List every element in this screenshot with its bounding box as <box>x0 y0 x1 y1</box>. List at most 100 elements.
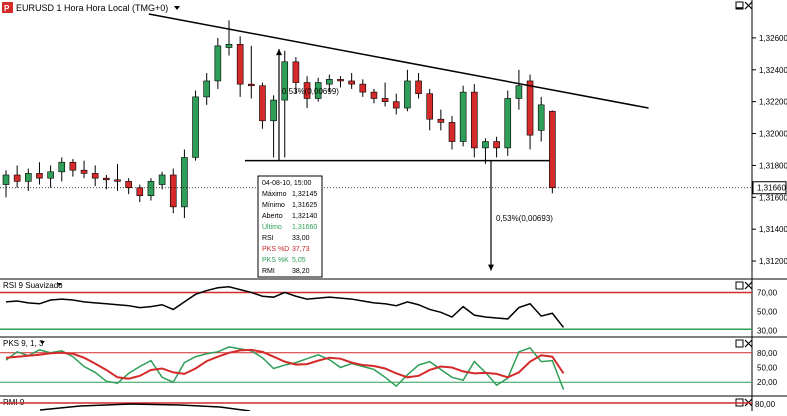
price-tick-label: 1,31800 <box>759 161 787 170</box>
bear-candle[interactable] <box>359 83 367 93</box>
rsi-chevron-down-icon[interactable] <box>57 283 62 286</box>
pks-minimize-icon[interactable] <box>735 339 744 348</box>
bear-candle[interactable] <box>236 43 244 85</box>
bull-candle[interactable] <box>515 85 523 99</box>
bull-candle[interactable] <box>203 80 210 98</box>
bull-candle[interactable] <box>270 99 277 122</box>
bear-candle[interactable] <box>392 101 400 109</box>
pks-tick-label: 50,00 <box>757 364 778 373</box>
bear-candle[interactable] <box>370 91 378 99</box>
chevron-down-icon[interactable] <box>174 6 180 10</box>
bear-candle[interactable] <box>248 83 255 87</box>
bear-candle[interactable] <box>259 85 266 122</box>
bull-candle[interactable] <box>214 45 222 82</box>
bear-candle[interactable] <box>303 82 311 99</box>
bull-candle[interactable] <box>482 141 489 149</box>
bear-candle[interactable] <box>381 98 389 102</box>
candlestick-series[interactable] <box>2 20 556 219</box>
tooltip-row-label: PKS %D <box>262 246 289 253</box>
pks-panel[interactable]: PKS 9, 1, 3 80,00 50,00 20,00 <box>0 337 787 397</box>
rmi-axis-label: 80,00 <box>755 400 776 409</box>
bear-candle[interactable] <box>470 91 478 149</box>
main-price-panel[interactable]: P EURUSD 1 Hora Hora Local (TMG+0) 1,326… <box>0 0 787 280</box>
bull-candle[interactable] <box>326 79 333 85</box>
tooltip-row-value: 38,20 <box>292 268 310 275</box>
pks-d-line[interactable] <box>5 348 565 380</box>
tooltip-row-value: 1,32145 <box>292 191 317 198</box>
rsi-tick-label: 30,00 <box>757 326 778 335</box>
pks-chevron-down-icon[interactable] <box>40 341 45 344</box>
bull-candle[interactable] <box>147 181 155 197</box>
rsi-close-icon[interactable] <box>744 281 753 290</box>
main-panel-background <box>0 0 787 279</box>
pks-series[interactable] <box>0 346 752 390</box>
upper-measure-label: 0,53%(0,00699) <box>282 87 339 96</box>
bear-candle[interactable] <box>415 80 422 94</box>
bull-candle[interactable] <box>2 174 10 185</box>
pks-axis: 80,00 50,00 20,00 <box>757 349 778 387</box>
bull-candle[interactable] <box>192 96 199 158</box>
bear-candle[interactable] <box>36 173 43 179</box>
close-panel-icon[interactable] <box>744 1 753 10</box>
rsi-minimize-icon[interactable] <box>735 281 744 290</box>
bull-candle[interactable] <box>225 43 233 48</box>
minimize-panel-icon[interactable] <box>735 1 744 10</box>
pks-title: PKS 9, 1, 3 <box>3 339 44 348</box>
tooltip-row-value: 37,73 <box>292 246 310 253</box>
bear-candle[interactable] <box>80 169 88 174</box>
bear-candle[interactable] <box>103 177 110 181</box>
rsi-series[interactable] <box>0 286 752 331</box>
bull-candle[interactable] <box>181 157 188 208</box>
bull-candle[interactable] <box>459 91 467 142</box>
trend-line[interactable] <box>148 13 649 109</box>
bear-candle[interactable] <box>13 174 21 182</box>
bear-candle[interactable] <box>169 174 177 208</box>
bear-candle[interactable] <box>348 80 355 85</box>
price-tick-label: 1,32200 <box>759 98 787 107</box>
bear-candle[interactable] <box>125 181 132 189</box>
tooltip-row-label: RMI <box>262 268 275 275</box>
bear-candle[interactable] <box>526 80 534 136</box>
bull-candle[interactable] <box>404 80 411 109</box>
bear-candle[interactable] <box>136 187 144 197</box>
price-tick-label: 1,31600 <box>759 193 787 202</box>
bear-candle[interactable] <box>448 122 456 142</box>
bull-candle[interactable] <box>504 98 512 149</box>
bull-candle[interactable] <box>158 174 166 185</box>
tooltip-row-label: Máximo <box>262 191 287 198</box>
tooltip-row-label: PKS %K <box>262 257 289 264</box>
bull-candle[interactable] <box>58 161 66 173</box>
lower-measure-label: 0,53%(0,00693) <box>496 214 553 223</box>
bull-candle[interactable] <box>47 171 54 179</box>
bear-candle[interactable] <box>292 61 300 83</box>
rmi-panel[interactable]: RMI 9 80,00 <box>0 396 776 412</box>
bear-candle[interactable] <box>549 110 556 189</box>
bear-candle[interactable] <box>426 93 434 120</box>
pks-close-icon[interactable] <box>744 339 753 348</box>
bear-candle[interactable] <box>437 118 445 123</box>
current-price-value: 1,31660 <box>757 184 786 193</box>
rsi-panel[interactable]: RSI 9 Suavizado 70,00 50,00 30,00 <box>0 279 787 338</box>
bear-candle[interactable] <box>114 179 121 182</box>
tooltip-row-value: 33,00 <box>292 235 310 242</box>
rmi-line <box>39 403 251 412</box>
bear-candle[interactable] <box>69 161 77 171</box>
rsi-line[interactable] <box>5 286 565 328</box>
rsi-tick-label: 70,00 <box>757 288 778 297</box>
tooltip-row-value: 1,31660 <box>292 224 317 231</box>
chart-title: EURUSD 1 Hora Hora Local (TMG+0) <box>16 3 168 13</box>
chart-logo-icon <box>2 2 13 13</box>
bull-candle[interactable] <box>537 104 545 131</box>
price-tick-label: 1,32400 <box>759 66 787 75</box>
tooltip-row-value: 1,32140 <box>292 213 317 220</box>
bear-candle[interactable] <box>91 173 99 179</box>
bear-candle[interactable] <box>337 79 344 82</box>
bear-candle[interactable] <box>493 141 500 149</box>
bull-candle[interactable] <box>281 61 289 101</box>
chart-annotations[interactable] <box>0 13 752 271</box>
bull-candle[interactable] <box>314 82 322 99</box>
bull-candle[interactable] <box>24 173 32 182</box>
pks-k-line[interactable] <box>5 346 565 390</box>
